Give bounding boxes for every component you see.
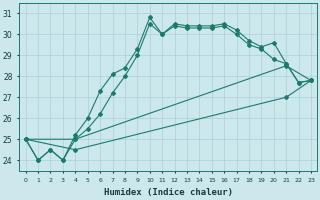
X-axis label: Humidex (Indice chaleur): Humidex (Indice chaleur) [104, 188, 233, 197]
